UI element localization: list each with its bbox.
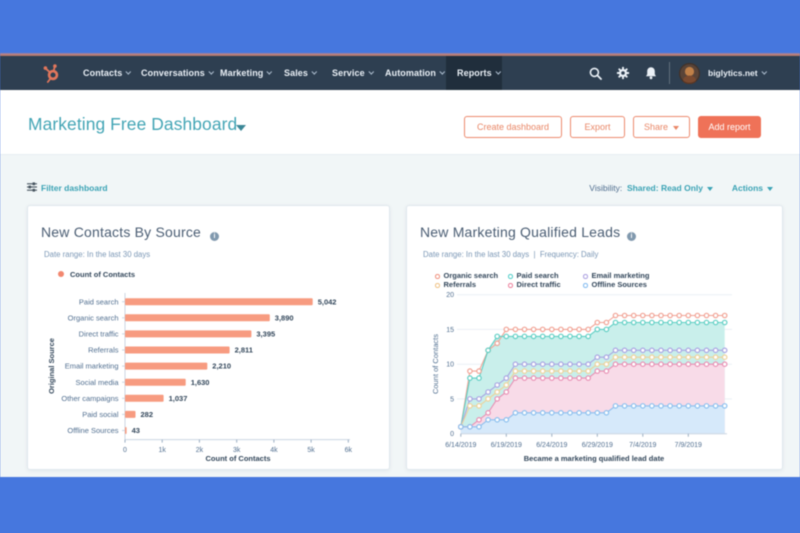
svg-text:5k: 5k	[307, 447, 315, 454]
svg-text:4k: 4k	[270, 447, 278, 454]
svg-text:282: 282	[141, 410, 154, 419]
svg-text:1,037: 1,037	[169, 394, 188, 403]
svg-text:2,210: 2,210	[212, 362, 231, 371]
svg-text:Count of Contacts: Count of Contacts	[431, 334, 440, 394]
svg-text:Paid social: Paid social	[82, 410, 119, 419]
svg-text:Original Source: Original Source	[47, 338, 56, 394]
svg-text:10: 10	[446, 362, 454, 369]
svg-text:6k: 6k	[345, 447, 353, 454]
svg-text:Organic search: Organic search	[68, 313, 119, 322]
svg-text:1k: 1k	[158, 447, 166, 454]
svg-text:15: 15	[446, 327, 454, 334]
svg-text:2k: 2k	[196, 447, 204, 454]
svg-text:Other campaigns: Other campaigns	[61, 394, 118, 403]
svg-text:0: 0	[123, 447, 127, 454]
svg-text:Email marketing: Email marketing	[65, 362, 119, 371]
svg-text:5: 5	[450, 396, 454, 403]
svg-text:3,395: 3,395	[256, 330, 275, 339]
svg-text:Offline Sources: Offline Sources	[67, 426, 118, 435]
svg-text:Became a marketing qualified l: Became a marketing qualified lead date	[524, 454, 664, 463]
svg-text:6/14/2019: 6/14/2019	[445, 442, 476, 449]
svg-text:Direct traffic: Direct traffic	[79, 330, 119, 339]
svg-text:Referrals: Referrals	[88, 346, 119, 355]
svg-text:Count of Contacts: Count of Contacts	[206, 454, 271, 463]
svg-text:43: 43	[132, 426, 140, 435]
svg-text:3,890: 3,890	[275, 313, 294, 322]
svg-text:20: 20	[446, 292, 454, 299]
svg-text:2,811: 2,811	[235, 346, 253, 355]
svg-text:7/4/2019: 7/4/2019	[629, 442, 656, 449]
svg-text:3k: 3k	[233, 447, 241, 454]
svg-text:Paid search: Paid search	[79, 297, 119, 306]
svg-text:6/19/2019: 6/19/2019	[491, 442, 522, 449]
svg-text:6/29/2019: 6/29/2019	[582, 442, 613, 449]
svg-text:6/24/2019: 6/24/2019	[536, 442, 567, 449]
svg-text:0: 0	[450, 431, 454, 438]
svg-text:7/9/2019: 7/9/2019	[675, 442, 702, 449]
svg-text:1,630: 1,630	[191, 378, 210, 387]
svg-text:Social media: Social media	[76, 378, 120, 387]
svg-text:5,042: 5,042	[318, 297, 337, 306]
